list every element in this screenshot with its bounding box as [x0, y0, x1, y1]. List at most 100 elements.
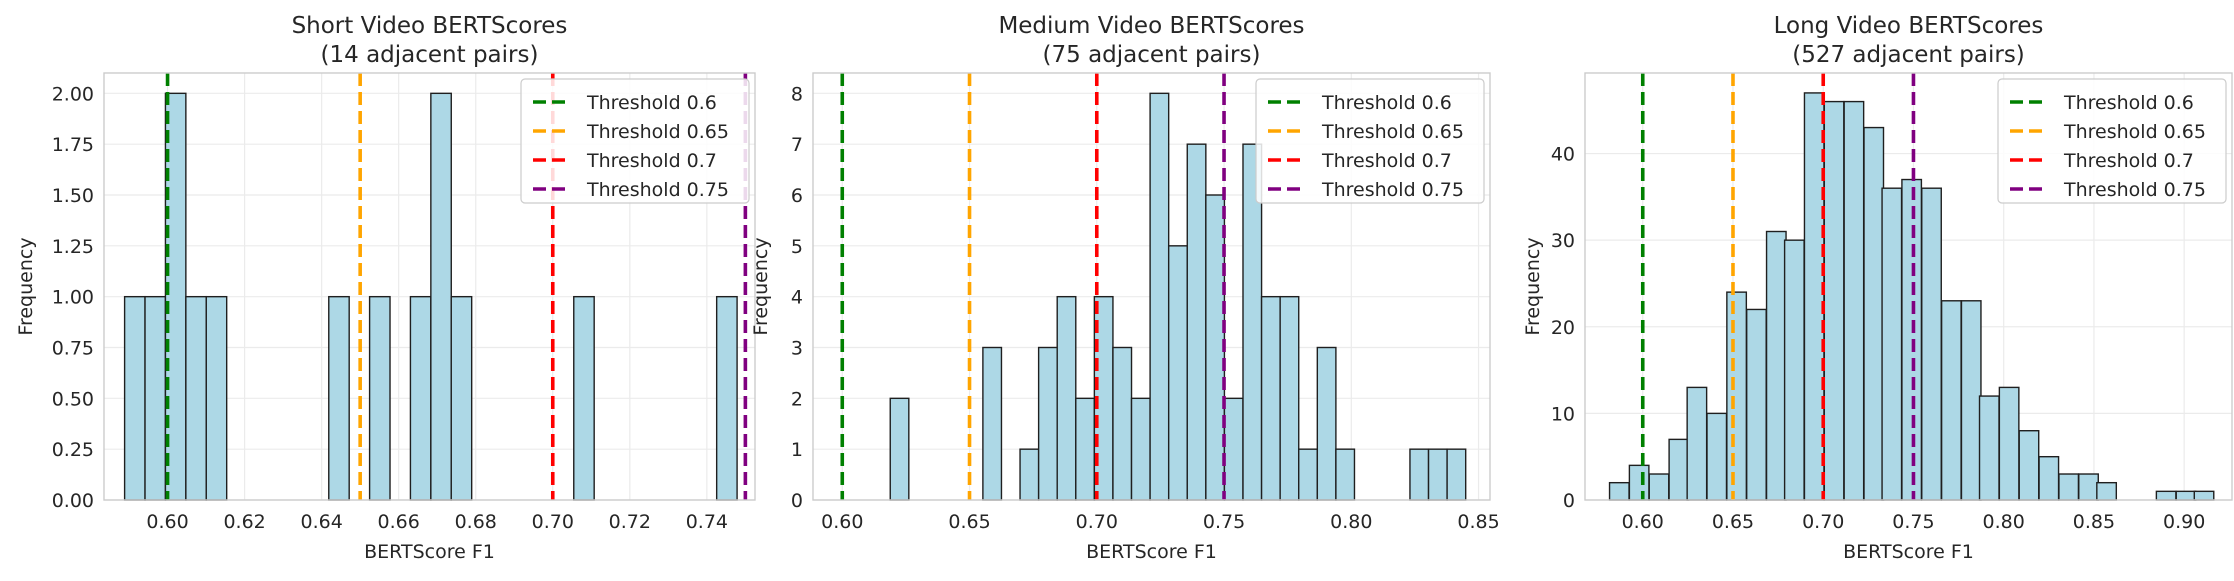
x-axis-label: BERTScore F1: [1086, 541, 1217, 563]
histogram-bar: [1706, 412, 1728, 501]
histogram-bar: [1608, 481, 1630, 501]
histogram-bar: [1279, 295, 1300, 501]
x-tick-label: 0.74: [686, 511, 728, 533]
histogram-bar: [1298, 448, 1319, 501]
x-tick-label: 0.70: [1802, 511, 1844, 533]
histogram-bar: [1019, 448, 1040, 501]
y-tick-label: 10: [1551, 403, 1575, 425]
y-tick-label: 20: [1551, 317, 1575, 339]
x-tick-label: 0.68: [455, 511, 497, 533]
histogram-bar: [2155, 490, 2177, 501]
y-tick-label: 3: [791, 338, 803, 360]
x-tick-label: 0.80: [1983, 511, 2025, 533]
y-axis-label: Frequency: [750, 237, 772, 335]
chart-panel-1: 0.60 0.62 0.64 0.66 0.68 0.70 0.72 0.74 0.00 0.25…: [15, 13, 756, 563]
histogram-bar: [185, 295, 207, 501]
x-tick-label: 0.65: [1712, 511, 1754, 533]
histogram-bar: [1686, 386, 1708, 501]
histogram-bar: [1648, 473, 1670, 501]
x-axis-label: BERTScore F1: [1843, 541, 1974, 563]
chart-subtitle: (527 adjacent pairs): [1792, 42, 2025, 68]
histogram-bar: [1075, 397, 1096, 501]
axes-frame: [103, 72, 756, 501]
histogram-bar: [409, 295, 432, 501]
histogram-bar: [450, 295, 473, 501]
y-tick-label: 1.25: [52, 236, 94, 258]
legend-label: Threshold 0.7: [1321, 150, 1452, 172]
legend: Threshold 0.6 Threshold 0.65 Threshold 0.7…: [1997, 78, 2227, 204]
histogram-bar: [1167, 245, 1188, 501]
legend-label: Threshold 0.65: [586, 121, 729, 143]
histogram-bar: [1149, 92, 1170, 501]
y-axis-label: Frequency: [1522, 237, 1544, 335]
chart-subtitle: (14 adjacent pairs): [321, 42, 539, 68]
histogram-bar: [1843, 100, 1865, 501]
chart-subtitle: (75 adjacent pairs): [1043, 42, 1261, 68]
x-tick-label: 0.65: [948, 511, 990, 533]
histogram-bar: [1978, 395, 2000, 501]
x-tick-label: 0.60: [821, 511, 863, 533]
chart-title: Medium Video BERTScores: [998, 13, 1304, 39]
histogram-bar: [1335, 448, 1356, 501]
histogram-bar: [2096, 481, 2118, 501]
chart-title: Long Video BERTScores: [1774, 13, 2044, 39]
histogram-bar: [1628, 464, 1650, 501]
histogram-bar: [1881, 187, 1903, 501]
histogram-bar: [1223, 397, 1244, 501]
y-tick-label: 4: [791, 287, 803, 309]
legend-box: [520, 78, 750, 204]
x-tick-label: 0.80: [1330, 511, 1372, 533]
legend-label: Threshold 0.65: [1321, 121, 1464, 143]
histogram-bar: [1427, 448, 1448, 501]
legend-label: Threshold 0.75: [1321, 179, 1464, 201]
histogram-bar: [1668, 438, 1690, 501]
histogram-bar: [1260, 295, 1281, 501]
histogram-bar: [1112, 346, 1133, 501]
y-tick-label: 0.00: [52, 490, 94, 512]
legend-label: Threshold 0.65: [2063, 121, 2206, 143]
histogram-bar: [205, 295, 228, 501]
x-tick-label: 0.64: [300, 511, 342, 533]
histogram-bar: [573, 295, 595, 501]
legend-box: [1255, 78, 1485, 204]
legend-label: Threshold 0.7: [2063, 150, 2194, 172]
histogram-bar: [1863, 126, 1885, 501]
x-tick-label: 0.75: [1203, 511, 1245, 533]
x-tick-label: 0.60: [146, 511, 188, 533]
histogram-bar: [144, 295, 167, 501]
histogram-bar: [1726, 291, 1748, 501]
y-tick-label: 6: [791, 185, 803, 207]
y-tick-label: 30: [1551, 230, 1575, 252]
y-tick-label: 8: [791, 83, 803, 105]
x-tick-label: 0.70: [532, 511, 574, 533]
histogram-bar: [1037, 346, 1058, 501]
histogram-bar: [328, 295, 350, 501]
histogram-bar: [889, 397, 910, 501]
y-tick-label: 0: [1563, 490, 1575, 512]
histogram-bar: [1765, 230, 1787, 501]
y-tick-label: 1: [791, 439, 803, 461]
histogram-bar: [2058, 473, 2080, 501]
histogram-bar: [430, 92, 452, 501]
histogram-bar: [715, 295, 738, 501]
legend-box: [1997, 78, 2227, 204]
x-tick-label: 0.60: [1622, 511, 1664, 533]
histogram-bar: [2018, 430, 2040, 501]
x-tick-label: 0.62: [223, 511, 265, 533]
histogram-bar: [368, 295, 391, 501]
chart-title: Short Video BERTScores: [292, 13, 568, 39]
axes-frame: [812, 72, 1491, 501]
legend-label: Threshold 0.75: [2063, 179, 2206, 201]
histogram-bar: [2038, 455, 2060, 501]
histogram-bar: [1056, 295, 1077, 501]
y-tick-label: 1.50: [52, 185, 94, 207]
y-tick-label: 2: [791, 388, 803, 410]
y-tick-label: 1.00: [52, 287, 94, 309]
y-tick-label: 0: [791, 490, 803, 512]
histogram-bar: [2078, 473, 2099, 501]
legend: Threshold 0.6 Threshold 0.65 Threshold 0.7…: [1255, 78, 1485, 204]
x-tick-label: 0.85: [2073, 511, 2115, 533]
axes-frame: [1584, 72, 2233, 501]
histogram-bar: [1316, 346, 1337, 501]
